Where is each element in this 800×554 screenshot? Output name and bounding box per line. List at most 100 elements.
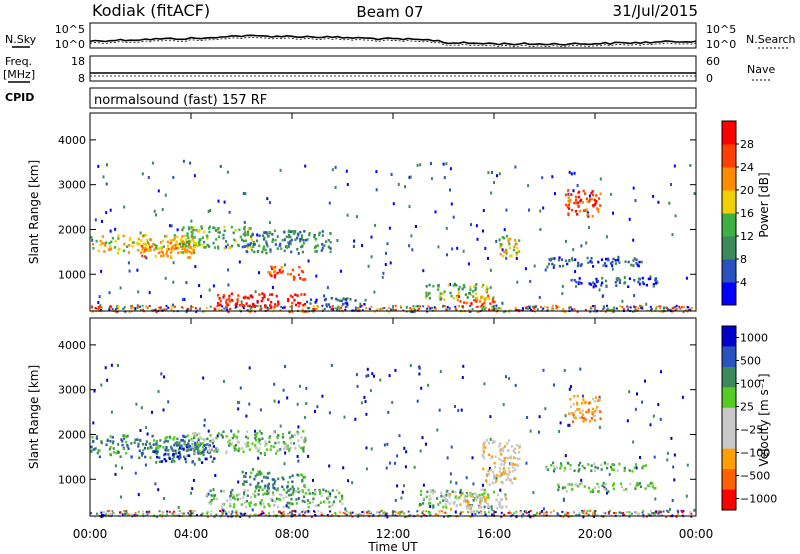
power-scatter-cell [616,258,620,262]
power-scatter-cell [142,247,145,250]
power-speckle [164,193,167,197]
velocity-scatter-cell [592,414,595,418]
velocity-scatter-cell [508,478,511,481]
power-scatter-cell [228,300,231,303]
velocity-colorbar-swatch [722,346,736,368]
velocity-scatter-cell [487,503,490,506]
velocity-speckle [686,463,689,467]
velocity-speckle [212,488,215,492]
power-scatter-cell [181,251,184,254]
velocity-scatter-cell [471,495,474,499]
power-nearrange-cell [619,305,622,308]
velocity-scatter-cell [429,489,432,492]
power-scatter-cell [292,275,295,279]
power-scatter-cell [265,231,268,234]
power-speckle [470,223,472,227]
velocity-scatter-cell [303,485,307,489]
velocity-scatter-cell [119,455,122,458]
power-nearrange-cell [276,304,279,307]
power-scatter-cell [267,271,270,274]
velocity-scatter-cell [257,493,260,496]
power-scatter-cell [502,254,505,258]
power-scatter-cell [432,284,435,288]
velocity-scatter-cell [153,439,156,442]
power-scatter-cell [591,281,594,284]
power-nearrange-cell [250,306,253,308]
power-scatter-cell [99,243,102,247]
power-speckle [539,228,542,231]
power-scatter-cell [223,247,226,250]
velocity-scatter-cell [571,420,575,424]
velocity-scatter-cell [259,503,262,506]
power-scatter-cell [285,235,288,239]
velocity-nearrange-cell [584,512,587,515]
power-nearrange-cell [603,306,606,309]
power-nearrange-cell [431,306,433,309]
power-scatter-cell [242,232,245,236]
power-scatter-cell [463,301,466,304]
velocity-ytick-label: 2000 [58,428,86,441]
power-scatter-cell [321,230,324,233]
power-scatter-cell [508,254,512,258]
velocity-speckle [418,372,421,376]
velocity-speckle [653,455,656,459]
velocity-nearrange-cell [416,510,419,513]
power-scatter-cell [114,240,117,243]
power-scatter-cell [292,232,295,235]
velocity-speckle [654,497,657,501]
velocity-scatter-cell [179,453,182,457]
velocity-nearrange-cell [385,512,388,515]
power-nearrange-cell [139,305,141,308]
power-scatter-cell [288,242,291,245]
power-nearrange-cell [516,309,519,312]
velocity-scatter-cell [115,451,118,455]
power-nearrange-cell [658,305,661,308]
power-scatter-cell [212,241,215,245]
power-nearrange-cell [115,307,118,310]
velocity-nearrange-cell [235,515,238,518]
velocity-nearrange-cell [134,512,137,515]
velocity-nearrange-cell [609,509,612,512]
velocity-scatter-cell [213,497,216,501]
power-scatter-cell [469,285,472,289]
velocity-scatter-cell [283,442,286,445]
velocity-scatter-cell [206,443,209,446]
power-scatter-cell [183,249,186,253]
power-scatter-cell [97,249,100,253]
power-speckle [148,291,151,295]
velocity-speckle [296,455,299,458]
power-scatter-cell [280,271,283,274]
velocity-speckle [134,471,137,475]
power-scatter-cell [274,243,277,246]
velocity-scatter-cell [502,470,505,473]
power-scatter-cell [243,231,247,235]
velocity-scatter-cell [248,504,251,508]
velocity-scatter-cell [612,482,616,485]
velocity-scatter-cell [290,493,293,496]
power-speckle [97,164,100,168]
power-scatter-cell [236,298,239,301]
power-nearrange-cell [568,307,571,310]
power-speckle [580,244,583,248]
velocity-scatter-cell [188,444,191,448]
power-scatter-cell [146,241,150,244]
power-scatter-cell [186,241,189,244]
freq-right-tick-top: 60 [706,55,720,68]
power-scatter-cell [335,297,338,301]
power-colorbar-swatch [722,121,736,145]
power-speckle [490,191,493,195]
power-scatter-cell [257,250,260,253]
power-nearrange-cell [606,304,608,307]
velocity-scatter-cell [272,445,276,449]
power-scatter-cell [316,244,319,247]
power-nearrange-cell [136,307,139,309]
power-nearrange-cell [415,305,418,308]
velocity-scatter-cell [291,474,294,478]
velocity-scatter-cell [182,434,185,438]
power-scatter-cell [222,233,225,237]
power-scatter-cell [303,230,306,233]
power-scatter-cell [652,282,655,286]
power-scatter-cell [238,228,241,232]
velocity-scatter-cell [168,435,171,439]
power-speckle [434,210,437,214]
